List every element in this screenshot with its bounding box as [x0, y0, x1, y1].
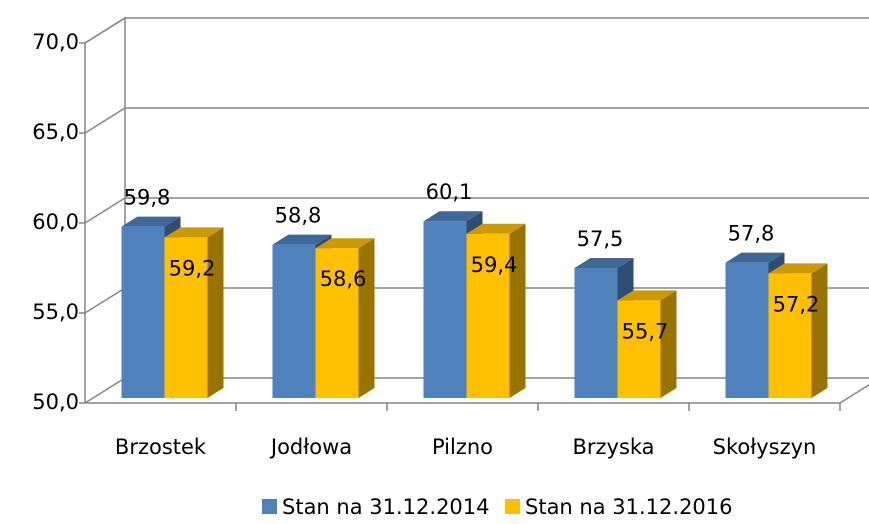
bar-side	[358, 238, 375, 398]
bar	[768, 263, 828, 398]
bar-top	[164, 227, 224, 238]
legend-swatch	[505, 499, 520, 514]
x-tick-label: Pilzno	[432, 435, 493, 459]
y-tick-label: 60,0	[32, 210, 79, 234]
bar-front	[768, 273, 812, 398]
bar-front	[315, 248, 359, 398]
y-tick-label: 65,0	[32, 120, 79, 144]
bar-top	[121, 216, 181, 227]
bar	[164, 227, 224, 398]
y-tick-label: 70,0	[32, 30, 79, 54]
value-label: 58,6	[320, 267, 367, 291]
bar	[617, 290, 677, 398]
y-tick-label: 50,0	[32, 390, 79, 414]
bar-front	[423, 221, 467, 398]
bar-front	[164, 237, 208, 398]
bar	[466, 223, 526, 398]
bar-top	[466, 223, 526, 234]
bar-top	[617, 290, 677, 301]
value-label: 55,7	[622, 319, 669, 343]
value-label: 60,1	[426, 180, 473, 204]
grid-line	[84, 107, 869, 134]
bar	[315, 238, 375, 398]
grid-line	[84, 197, 869, 224]
bar-front	[574, 268, 618, 398]
value-label: 57,5	[577, 227, 624, 251]
bar-top	[768, 263, 828, 274]
bar-top	[725, 252, 785, 263]
value-label: 58,8	[275, 204, 322, 228]
x-tick-label: Brzostek	[115, 435, 207, 459]
y-tick-label: 55,0	[32, 300, 79, 324]
x-tick-label: Jodłowa	[269, 435, 352, 459]
bar-top	[315, 238, 375, 249]
bar-front	[617, 300, 661, 398]
legend-label: Stan na 31.12.2016	[525, 495, 733, 519]
bar-front	[121, 226, 165, 398]
value-label: 59,2	[169, 256, 216, 280]
legend-swatch	[262, 499, 277, 514]
bar-top	[272, 234, 332, 245]
bar-top	[423, 211, 483, 222]
bar-front	[272, 244, 316, 398]
value-label: 57,2	[773, 292, 820, 316]
bar-front	[725, 262, 769, 398]
bar-side	[509, 223, 526, 398]
bar-top	[574, 258, 634, 268]
legend-label: Stan na 31.12.2014	[282, 495, 490, 519]
value-label: 57,8	[728, 222, 775, 246]
value-label: 59,8	[124, 186, 171, 210]
x-tick-label: Skołyszyn	[713, 435, 817, 459]
bar-front	[466, 233, 510, 398]
x-tick-label: Brzyska	[572, 435, 654, 459]
bar-side	[811, 263, 828, 398]
value-label: 59,4	[471, 253, 518, 277]
bar-side	[207, 227, 224, 398]
grid-line	[84, 17, 869, 44]
bar-side	[660, 290, 677, 398]
